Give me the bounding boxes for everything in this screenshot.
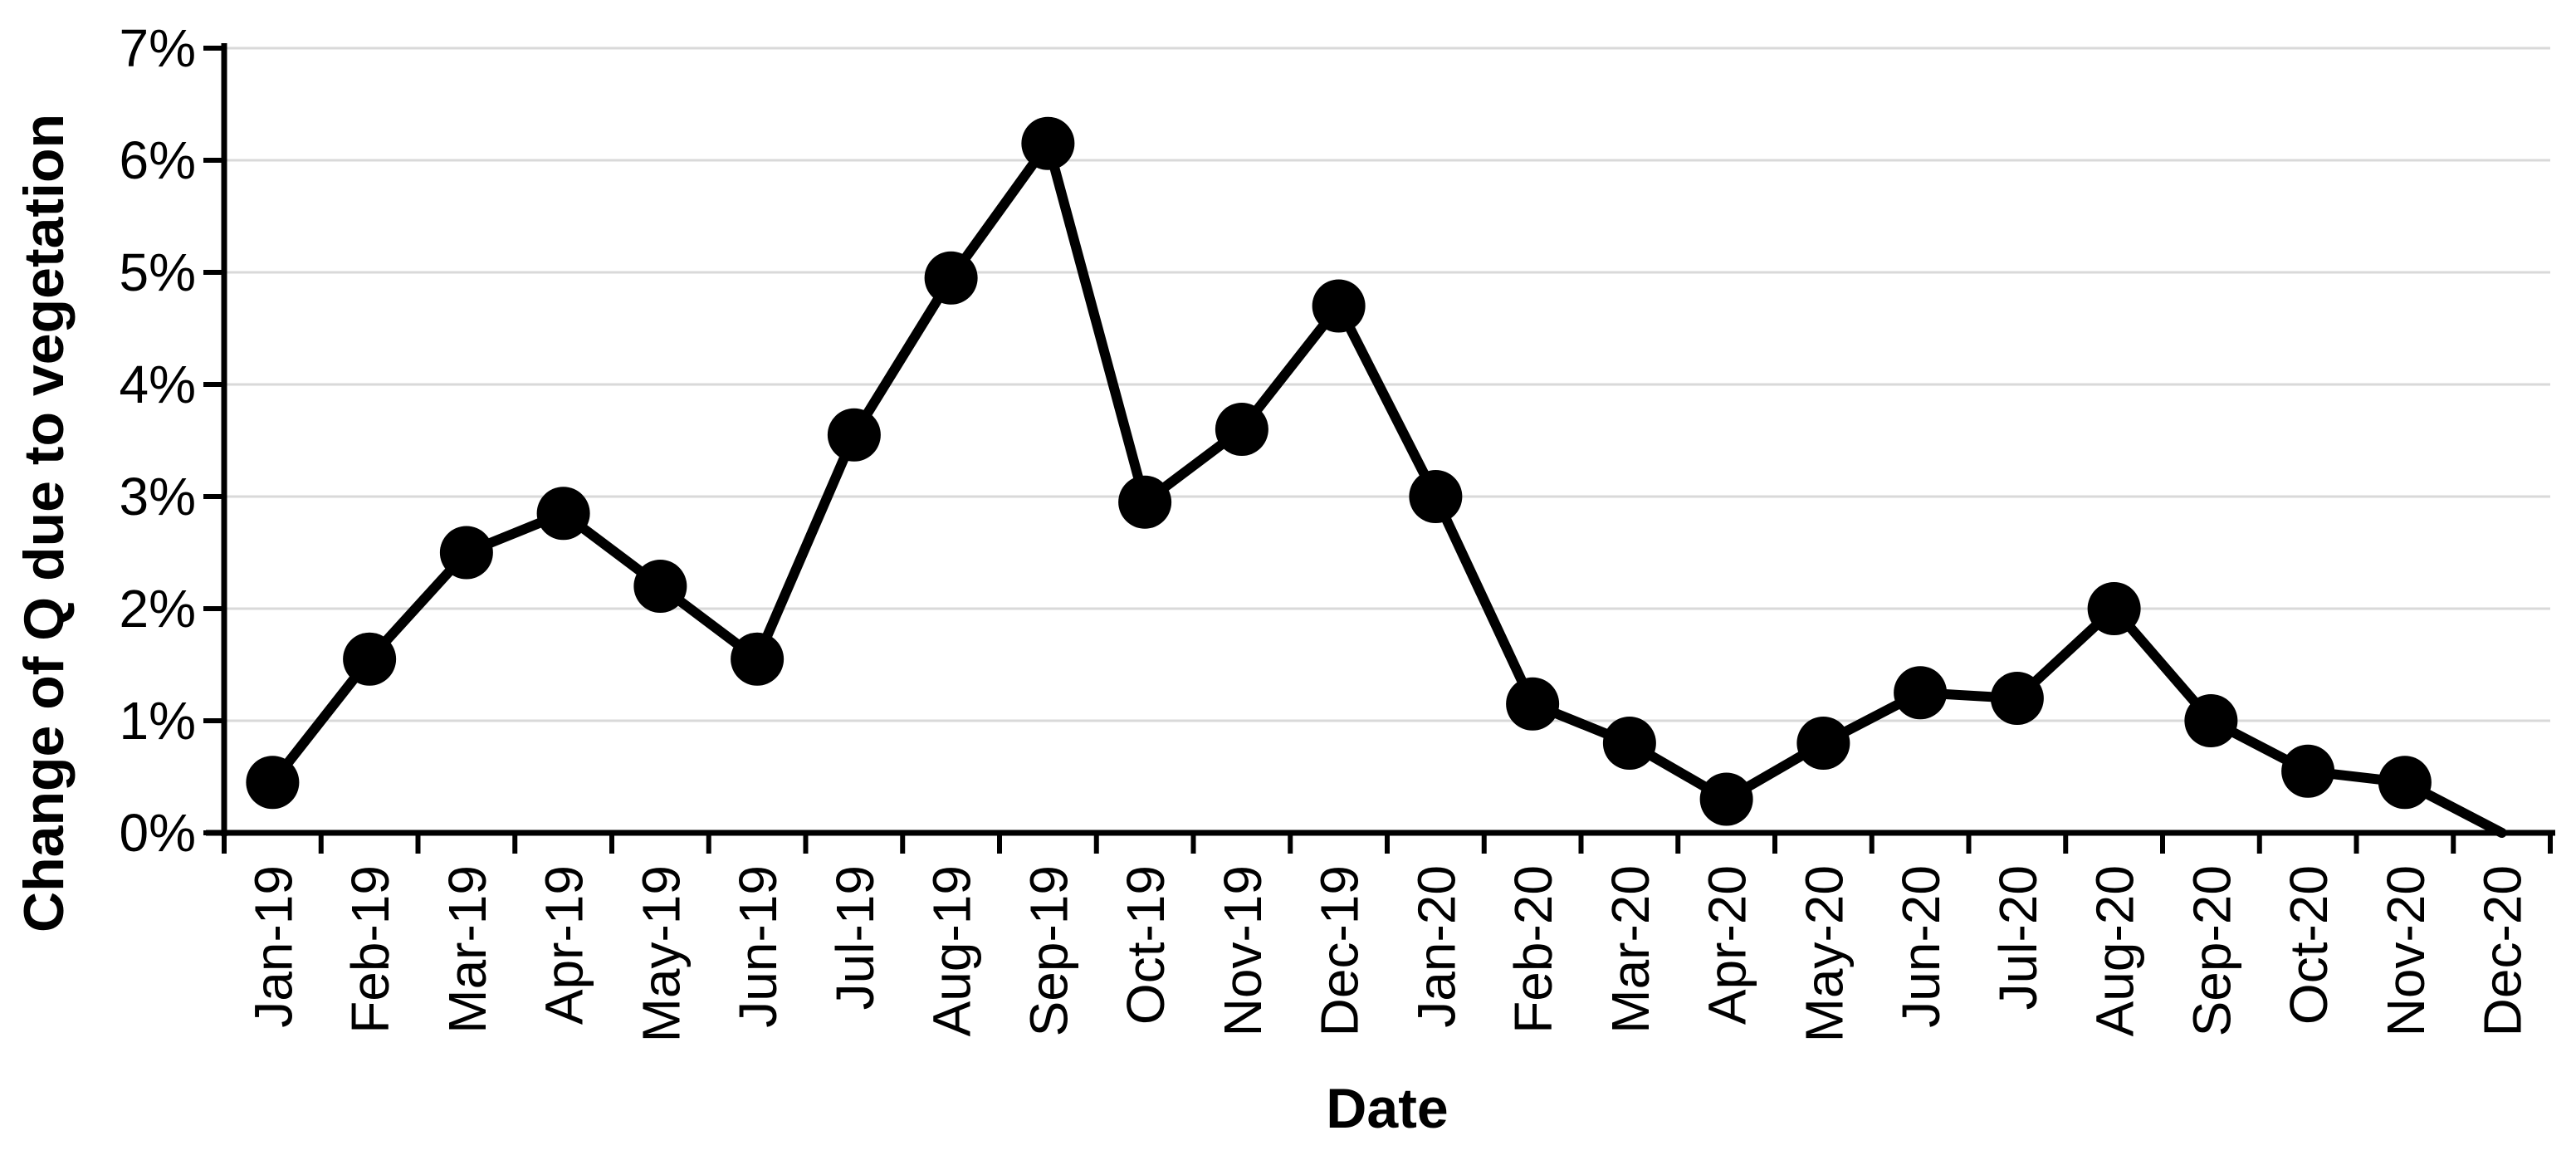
data-point-marker [1312, 279, 1366, 333]
x-tick-label: Jun-20 [1891, 865, 1951, 1028]
x-tick-label: Dec-19 [1310, 865, 1370, 1036]
y-tick-label: 3% [120, 467, 197, 526]
x-tick-label: Oct-19 [1116, 865, 1176, 1025]
data-point-marker [1602, 717, 1656, 770]
data-point-marker [343, 632, 397, 686]
gridlines [224, 46, 2550, 722]
x-tick-label: Jan-20 [1406, 865, 1466, 1028]
x-tick-label: Apr-20 [1698, 865, 1757, 1025]
data-point-marker [633, 560, 687, 613]
x-tick-label: Nov-19 [1213, 865, 1273, 1036]
data-point-marker [1215, 403, 1268, 456]
series-line [267, 138, 2507, 838]
data-point-marker [924, 251, 978, 305]
data-point-marker [2184, 694, 2238, 747]
y-tick-labels: 0% 1% 2% 3% 4% 5% 6% 7% [120, 18, 197, 863]
x-tick-labels: Jan-19 Feb-19 Mar-19 Apr-19 May-19 Jun-19 Jul-… [243, 865, 2532, 1042]
x-tick-label: Oct-20 [2279, 865, 2339, 1025]
x-tick-label: Jul-19 [825, 865, 885, 1010]
y-tick-label: 7% [120, 18, 197, 78]
data-point-marker [1021, 116, 1075, 170]
y-tick-label: 5% [120, 242, 197, 302]
data-point-marker [246, 756, 300, 810]
x-tick-label: May-19 [631, 865, 691, 1042]
data-point-marker [1118, 475, 1172, 529]
x-tick-label: May-20 [1794, 865, 1854, 1042]
x-tick-label: Sep-20 [2182, 865, 2241, 1036]
data-point-marker [1409, 470, 1463, 523]
x-tick-label: Feb-19 [340, 865, 400, 1034]
x-tick-label: Mar-20 [1601, 865, 1660, 1034]
x-tick-label: Jan-19 [243, 865, 303, 1028]
data-point-marker [1796, 717, 1850, 770]
data-point-marker [2087, 582, 2141, 635]
x-tick-label: Sep-19 [1019, 865, 1078, 1036]
x-tick-label: Mar-19 [437, 865, 497, 1034]
y-tick-label: 4% [120, 355, 197, 414]
data-point-marker [2281, 744, 2335, 798]
data-point-marker [439, 526, 493, 580]
data-point-marker [1990, 672, 2044, 725]
x-tick-label: Jul-20 [1988, 865, 2048, 1010]
x-tick-label: Nov-20 [2376, 865, 2436, 1036]
y-tick-label: 6% [120, 130, 197, 190]
data-point-marker [1506, 677, 1560, 731]
data-point-marker [536, 487, 590, 541]
data-point-marker [2378, 756, 2432, 810]
y-tick-label: 1% [120, 691, 197, 751]
x-tick-label: Dec-20 [2473, 865, 2533, 1036]
data-point-marker [1894, 666, 1948, 720]
x-tick-label: Apr-19 [535, 865, 594, 1025]
y-axis-title: Change of Q due to vegetation [12, 114, 76, 932]
x-tick-label: Jun-19 [728, 865, 788, 1028]
data-point-marker [731, 632, 785, 686]
y-tick-label: 2% [120, 579, 197, 639]
x-tick-label: Aug-19 [922, 865, 982, 1036]
x-tick-label: Feb-20 [1503, 865, 1563, 1034]
axes [203, 43, 2555, 854]
data-point-marker [1699, 772, 1753, 826]
x-axis-title: Date [1326, 1077, 1448, 1140]
x-tick-label: Aug-20 [2085, 865, 2145, 1036]
data-series [246, 116, 2507, 838]
y-tick-label: 0% [120, 803, 197, 863]
data-point-marker [827, 408, 881, 462]
